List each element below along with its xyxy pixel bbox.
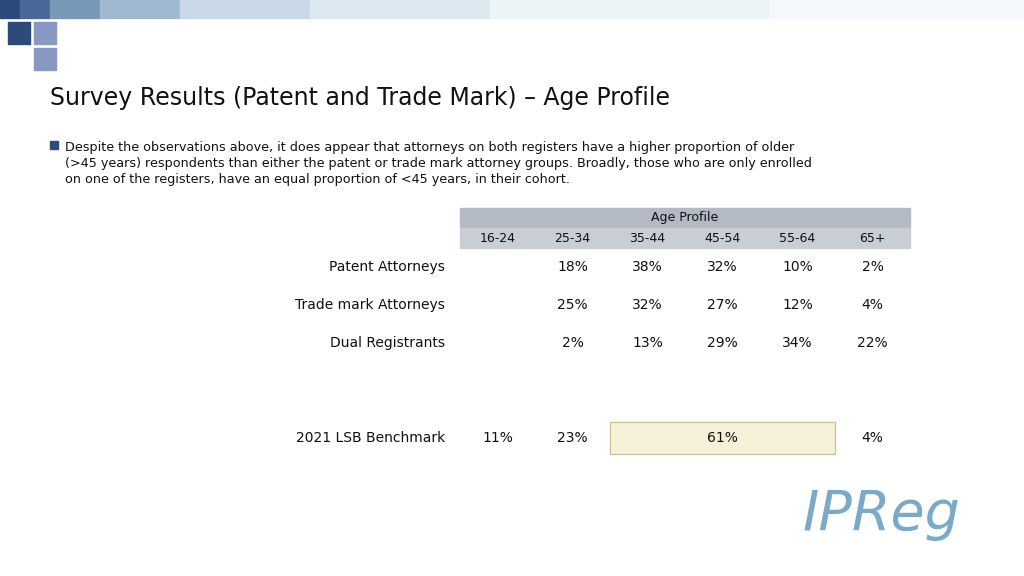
Text: 11%: 11% bbox=[482, 431, 513, 445]
Text: 2021 LSB Benchmark: 2021 LSB Benchmark bbox=[296, 431, 445, 445]
Bar bbox=[50, 0, 100, 18]
Text: 35-44: 35-44 bbox=[630, 232, 666, 244]
Text: 38%: 38% bbox=[632, 260, 663, 274]
Text: 25%: 25% bbox=[557, 298, 588, 312]
Text: 55-64: 55-64 bbox=[779, 232, 816, 244]
Bar bbox=[770, 0, 1024, 18]
Text: 27%: 27% bbox=[708, 298, 738, 312]
Text: 4%: 4% bbox=[861, 431, 884, 445]
Text: 12%: 12% bbox=[782, 298, 813, 312]
Text: 4%: 4% bbox=[861, 298, 884, 312]
Text: 34%: 34% bbox=[782, 336, 813, 350]
Text: Despite the observations above, it does appear that attorneys on both registers : Despite the observations above, it does … bbox=[65, 141, 795, 154]
Text: Trade mark Attorneys: Trade mark Attorneys bbox=[295, 298, 445, 312]
Text: 2%: 2% bbox=[861, 260, 884, 274]
Text: 18%: 18% bbox=[557, 260, 588, 274]
Bar bbox=[490, 0, 770, 18]
Text: Survey Results (Patent and Trade Mark) – Age Profile: Survey Results (Patent and Trade Mark) –… bbox=[50, 86, 670, 110]
Text: IPReg: IPReg bbox=[802, 488, 961, 541]
Text: Patent Attorneys: Patent Attorneys bbox=[329, 260, 445, 274]
Bar bbox=[8, 22, 30, 44]
Bar bbox=[610, 422, 835, 454]
Bar bbox=[100, 0, 180, 18]
Text: 16-24: 16-24 bbox=[479, 232, 515, 244]
Bar bbox=[34, 22, 56, 44]
Bar bbox=[0, 0, 20, 18]
Text: 32%: 32% bbox=[632, 298, 663, 312]
Bar bbox=[460, 208, 910, 228]
Text: 45-54: 45-54 bbox=[705, 232, 740, 244]
Text: 25-34: 25-34 bbox=[554, 232, 591, 244]
Bar bbox=[310, 0, 490, 18]
Text: 22%: 22% bbox=[857, 336, 888, 350]
Text: 32%: 32% bbox=[708, 260, 738, 274]
Bar bbox=[460, 228, 910, 248]
Text: Age Profile: Age Profile bbox=[651, 211, 719, 225]
Text: (>45 years) respondents than either the patent or trade mark attorney groups. Br: (>45 years) respondents than either the … bbox=[65, 157, 812, 170]
Bar bbox=[50, 141, 58, 149]
Text: 2%: 2% bbox=[561, 336, 584, 350]
Text: 61%: 61% bbox=[707, 431, 738, 445]
Bar bbox=[34, 48, 56, 70]
Text: on one of the registers, have an equal proportion of <45 years, in their cohort.: on one of the registers, have an equal p… bbox=[65, 173, 570, 186]
Text: 23%: 23% bbox=[557, 431, 588, 445]
Text: 65+: 65+ bbox=[859, 232, 886, 244]
Text: 13%: 13% bbox=[632, 336, 663, 350]
Bar bbox=[610, 422, 835, 454]
Text: 29%: 29% bbox=[708, 336, 738, 350]
Bar bbox=[180, 0, 310, 18]
Text: Dual Registrants: Dual Registrants bbox=[330, 336, 445, 350]
Text: 10%: 10% bbox=[782, 260, 813, 274]
Bar bbox=[20, 0, 50, 18]
